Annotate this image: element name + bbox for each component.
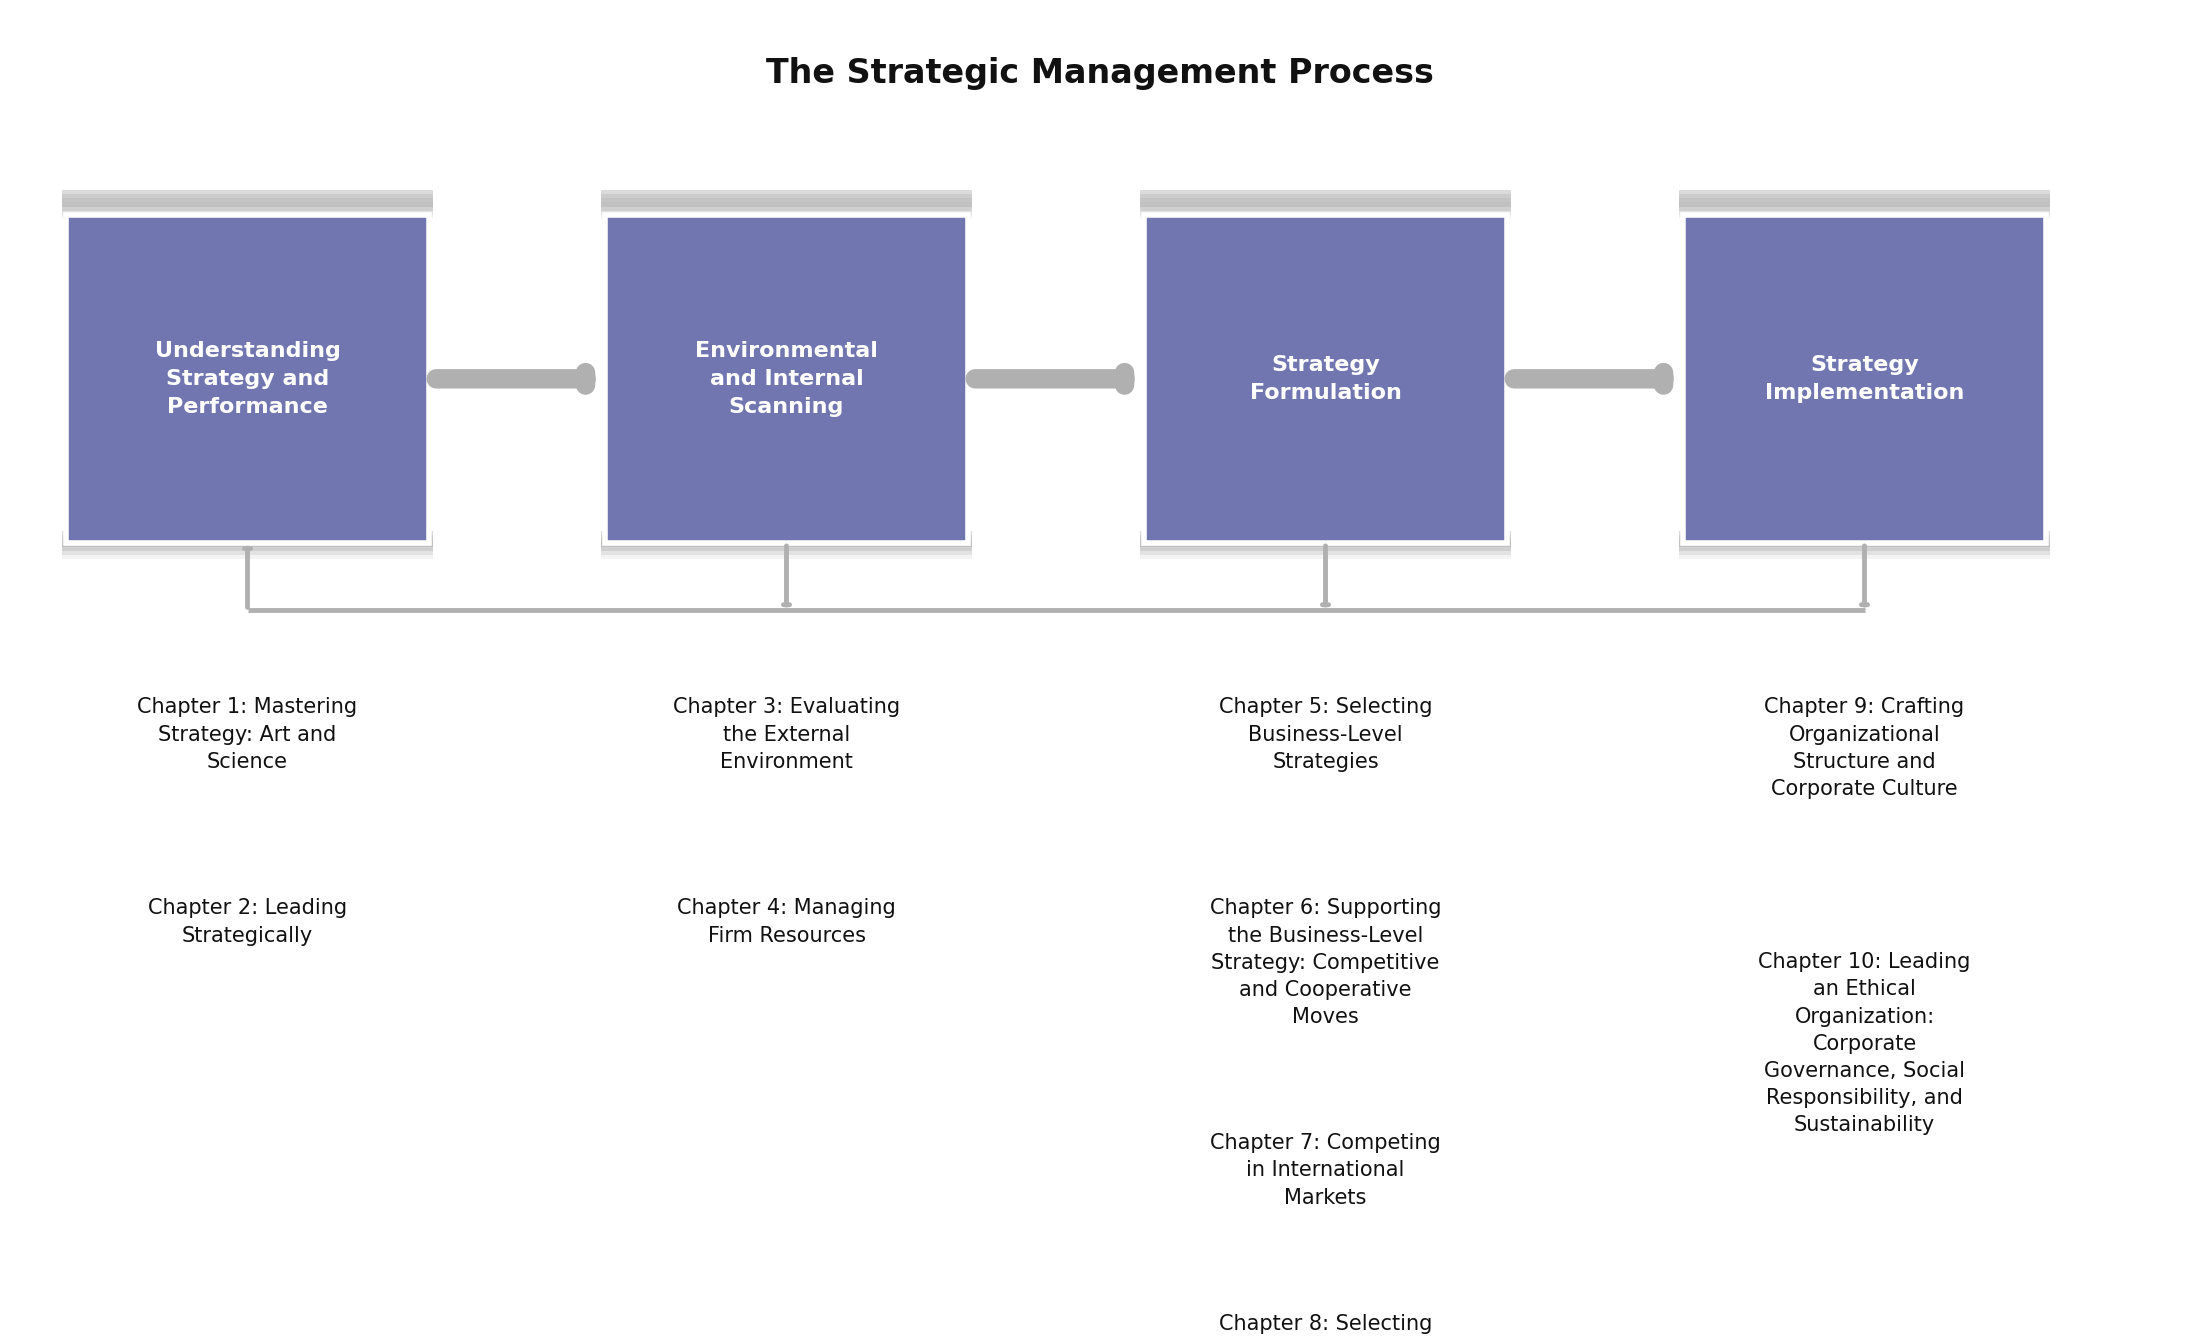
- FancyBboxPatch shape: [62, 531, 433, 547]
- Text: Chapter 1: Mastering
Strategy: Art and
Science: Chapter 1: Mastering Strategy: Art and S…: [136, 697, 359, 771]
- Text: Chapter 3: Evaluating
the External
Environment: Chapter 3: Evaluating the External Envir…: [673, 697, 900, 771]
- Text: The Strategic Management Process: The Strategic Management Process: [766, 58, 1434, 90]
- FancyBboxPatch shape: [62, 194, 433, 211]
- FancyBboxPatch shape: [62, 535, 433, 551]
- FancyBboxPatch shape: [601, 190, 972, 207]
- FancyBboxPatch shape: [62, 539, 433, 555]
- FancyBboxPatch shape: [1144, 215, 1507, 543]
- FancyBboxPatch shape: [1140, 535, 1511, 551]
- FancyBboxPatch shape: [601, 198, 972, 215]
- FancyBboxPatch shape: [1679, 202, 2050, 219]
- Text: Chapter 7: Competing
in International
Markets: Chapter 7: Competing in International Ma…: [1210, 1133, 1441, 1207]
- Text: Environmental
and Internal
Scanning: Environmental and Internal Scanning: [695, 341, 878, 417]
- FancyBboxPatch shape: [62, 190, 433, 207]
- FancyBboxPatch shape: [601, 535, 972, 551]
- FancyBboxPatch shape: [601, 543, 972, 559]
- Text: Chapter 5: Selecting
Business-Level
Strategies: Chapter 5: Selecting Business-Level Stra…: [1219, 697, 1432, 771]
- Text: Chapter 10: Leading
an Ethical
Organization:
Corporate
Governance, Social
Respon: Chapter 10: Leading an Ethical Organizat…: [1758, 952, 1971, 1136]
- Text: Chapter 4: Managing
Firm Resources: Chapter 4: Managing Firm Resources: [678, 898, 895, 945]
- FancyBboxPatch shape: [601, 531, 972, 547]
- FancyBboxPatch shape: [62, 198, 433, 215]
- Text: Strategy
Implementation: Strategy Implementation: [1764, 355, 1965, 402]
- FancyBboxPatch shape: [66, 215, 429, 543]
- FancyBboxPatch shape: [1140, 539, 1511, 555]
- FancyBboxPatch shape: [1140, 198, 1511, 215]
- FancyBboxPatch shape: [1679, 543, 2050, 559]
- FancyBboxPatch shape: [601, 539, 972, 555]
- FancyBboxPatch shape: [1679, 531, 2050, 547]
- FancyBboxPatch shape: [601, 194, 972, 211]
- Text: Chapter 6: Supporting
the Business-Level
Strategy: Competitive
and Cooperative
M: Chapter 6: Supporting the Business-Level…: [1210, 898, 1441, 1027]
- Text: Chapter 9: Crafting
Organizational
Structure and
Corporate Culture: Chapter 9: Crafting Organizational Struc…: [1764, 697, 1965, 799]
- FancyBboxPatch shape: [601, 202, 972, 219]
- Text: Chapter 2: Leading
Strategically: Chapter 2: Leading Strategically: [147, 898, 348, 945]
- Text: Understanding
Strategy and
Performance: Understanding Strategy and Performance: [154, 341, 341, 417]
- FancyBboxPatch shape: [62, 202, 433, 219]
- Text: Chapter 8: Selecting
Corporate-Level
Strategies: Chapter 8: Selecting Corporate-Level Str…: [1219, 1314, 1432, 1341]
- FancyBboxPatch shape: [1679, 535, 2050, 551]
- FancyBboxPatch shape: [1140, 190, 1511, 207]
- FancyBboxPatch shape: [1140, 531, 1511, 547]
- FancyBboxPatch shape: [1679, 190, 2050, 207]
- FancyBboxPatch shape: [1140, 202, 1511, 219]
- FancyBboxPatch shape: [62, 543, 433, 559]
- FancyBboxPatch shape: [1679, 198, 2050, 215]
- Text: Strategy
Formulation: Strategy Formulation: [1250, 355, 1401, 402]
- FancyBboxPatch shape: [1679, 539, 2050, 555]
- FancyBboxPatch shape: [1140, 543, 1511, 559]
- FancyBboxPatch shape: [1683, 215, 2046, 543]
- FancyBboxPatch shape: [1679, 194, 2050, 211]
- FancyBboxPatch shape: [605, 215, 968, 543]
- FancyBboxPatch shape: [1140, 194, 1511, 211]
